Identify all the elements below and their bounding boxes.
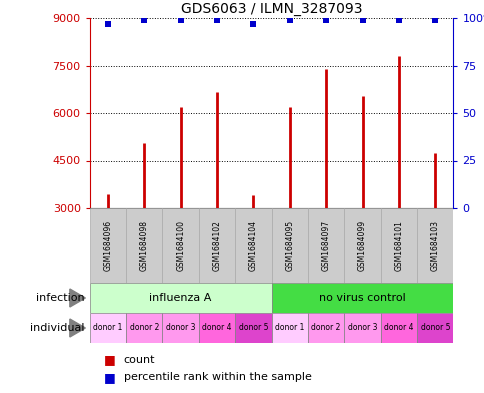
Text: GSM1684099: GSM1684099 bbox=[357, 220, 366, 271]
Text: donor 1: donor 1 bbox=[274, 323, 304, 332]
Bar bbox=[380, 313, 416, 343]
Text: GSM1684097: GSM1684097 bbox=[321, 220, 330, 271]
Text: GSM1684103: GSM1684103 bbox=[430, 220, 439, 271]
Text: percentile rank within the sample: percentile rank within the sample bbox=[123, 372, 311, 382]
Text: donor 4: donor 4 bbox=[383, 323, 413, 332]
Text: no virus control: no virus control bbox=[318, 293, 405, 303]
Bar bbox=[271, 283, 453, 313]
Polygon shape bbox=[70, 319, 85, 337]
Text: donor 5: donor 5 bbox=[238, 323, 268, 332]
Text: GSM1684095: GSM1684095 bbox=[285, 220, 294, 271]
Bar bbox=[198, 208, 235, 283]
Bar bbox=[162, 208, 198, 283]
Bar bbox=[126, 313, 162, 343]
Text: donor 4: donor 4 bbox=[202, 323, 231, 332]
Text: donor 2: donor 2 bbox=[129, 323, 159, 332]
Text: GSM1684104: GSM1684104 bbox=[248, 220, 257, 271]
Text: GSM1684098: GSM1684098 bbox=[139, 220, 149, 271]
Bar bbox=[416, 313, 453, 343]
Bar bbox=[235, 313, 271, 343]
Bar bbox=[162, 313, 198, 343]
Text: donor 1: donor 1 bbox=[93, 323, 122, 332]
Text: infection: infection bbox=[36, 293, 85, 303]
Text: influenza A: influenza A bbox=[149, 293, 212, 303]
Text: GSM1684100: GSM1684100 bbox=[176, 220, 185, 271]
Bar bbox=[307, 313, 344, 343]
Bar bbox=[380, 208, 416, 283]
Bar bbox=[90, 313, 126, 343]
Text: donor 2: donor 2 bbox=[311, 323, 340, 332]
Text: ■: ■ bbox=[104, 353, 120, 366]
Bar bbox=[90, 283, 271, 313]
Text: donor 3: donor 3 bbox=[166, 323, 195, 332]
Text: individual: individual bbox=[30, 323, 85, 333]
Bar bbox=[126, 208, 162, 283]
Text: GSM1684101: GSM1684101 bbox=[393, 220, 403, 271]
Title: GDS6063 / ILMN_3287093: GDS6063 / ILMN_3287093 bbox=[181, 2, 362, 16]
Text: GSM1684096: GSM1684096 bbox=[103, 220, 112, 271]
Bar bbox=[344, 313, 380, 343]
Bar bbox=[307, 208, 344, 283]
Bar bbox=[271, 313, 307, 343]
Bar bbox=[344, 208, 380, 283]
Text: donor 5: donor 5 bbox=[420, 323, 449, 332]
Bar bbox=[235, 208, 271, 283]
Bar bbox=[271, 208, 307, 283]
Text: GSM1684102: GSM1684102 bbox=[212, 220, 221, 271]
Text: donor 3: donor 3 bbox=[347, 323, 377, 332]
Text: ■: ■ bbox=[104, 371, 120, 384]
Text: count: count bbox=[123, 354, 155, 365]
Bar bbox=[416, 208, 453, 283]
Bar bbox=[90, 208, 126, 283]
Bar bbox=[198, 313, 235, 343]
Polygon shape bbox=[70, 289, 85, 307]
